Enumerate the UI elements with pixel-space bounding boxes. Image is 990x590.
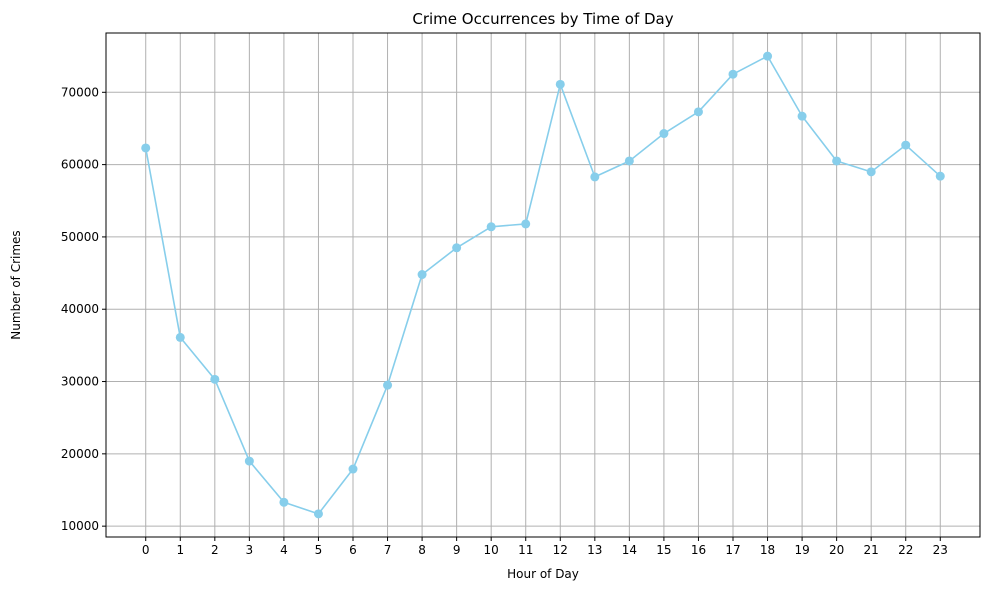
data-point [244, 456, 254, 466]
data-point [486, 222, 496, 232]
data-point [141, 143, 151, 153]
x-tick-label: 10 [484, 543, 499, 557]
y-tick-label: 50000 [61, 230, 99, 244]
y-tick-label: 60000 [61, 158, 99, 172]
data-point [590, 172, 600, 182]
x-tick-label: 15 [656, 543, 671, 557]
x-tick-label: 6 [349, 543, 357, 557]
x-tick-label: 12 [553, 543, 568, 557]
grid-lines [106, 33, 980, 537]
x-tick-label: 18 [760, 543, 775, 557]
y-axis: 10000 20000 30000 40000 50000 60000 70000 [61, 85, 106, 533]
data-point [175, 332, 185, 342]
data-point [624, 156, 634, 166]
x-tick-label: 20 [829, 543, 844, 557]
x-tick-label: 7 [384, 543, 392, 557]
y-tick-label: 20000 [61, 447, 99, 461]
y-tick-label: 40000 [61, 302, 99, 316]
chart-title: Crime Occurrences by Time of Day [412, 10, 673, 28]
x-tick-label: 5 [315, 543, 323, 557]
y-axis-label: Number of Crimes [9, 230, 23, 339]
series-line [144, 55, 941, 515]
x-tick-label: 22 [898, 543, 913, 557]
plot-frame [105, 32, 981, 538]
x-tick-label: 14 [622, 543, 637, 557]
x-tick-label: 11 [518, 543, 533, 557]
data-point [279, 497, 289, 507]
x-tick-label: 1 [176, 543, 184, 557]
x-tick-label: 9 [453, 543, 461, 557]
x-tick-label: 13 [587, 543, 602, 557]
x-tick-label: 4 [280, 543, 288, 557]
data-point [728, 69, 738, 79]
data-point [555, 79, 565, 89]
x-axis-label: Hour of Day [507, 567, 579, 581]
data-point [797, 111, 807, 121]
x-tick-label: 8 [418, 543, 426, 557]
data-point [763, 51, 773, 61]
data-point [866, 167, 876, 177]
y-tick-label: 70000 [61, 85, 99, 99]
x-tick-label: 2 [211, 543, 219, 557]
data-point [659, 129, 669, 139]
x-tick-label: 17 [725, 543, 740, 557]
x-tick-label: 16 [691, 543, 706, 557]
x-tick-label: 21 [864, 543, 879, 557]
data-point [521, 219, 531, 229]
data-point [935, 171, 945, 181]
data-point [348, 464, 358, 474]
data-point [832, 156, 842, 166]
data-point [210, 374, 220, 384]
x-tick-label: 3 [246, 543, 254, 557]
data-point [693, 107, 703, 117]
data-point [901, 140, 911, 150]
data-point [383, 380, 393, 390]
x-tick-label: 0 [142, 543, 150, 557]
data-point [417, 270, 427, 280]
x-tick-label: 23 [933, 543, 948, 557]
y-tick-label: 10000 [61, 519, 99, 533]
data-point [313, 509, 323, 519]
y-tick-label: 30000 [61, 375, 99, 389]
x-axis: 0 1 2 3 4 5 6 7 8 9 10 11 12 13 14 15 16 17 18 19 20 21 22 23 [142, 537, 948, 557]
series-layer [141, 51, 945, 519]
x-tick-label: 19 [794, 543, 809, 557]
data-point [452, 243, 462, 253]
